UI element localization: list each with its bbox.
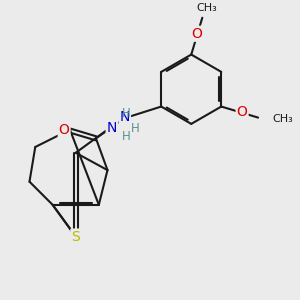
Text: CH₃: CH₃	[272, 114, 293, 124]
Text: O: O	[192, 27, 203, 41]
Text: O: O	[237, 105, 248, 119]
Text: H: H	[122, 130, 130, 143]
Text: H: H	[130, 122, 139, 135]
Text: S: S	[71, 230, 80, 244]
Text: O: O	[59, 123, 70, 137]
Text: N: N	[106, 121, 117, 135]
Text: H: H	[122, 107, 130, 120]
Text: CH₃: CH₃	[196, 3, 217, 13]
Text: N: N	[120, 110, 130, 124]
